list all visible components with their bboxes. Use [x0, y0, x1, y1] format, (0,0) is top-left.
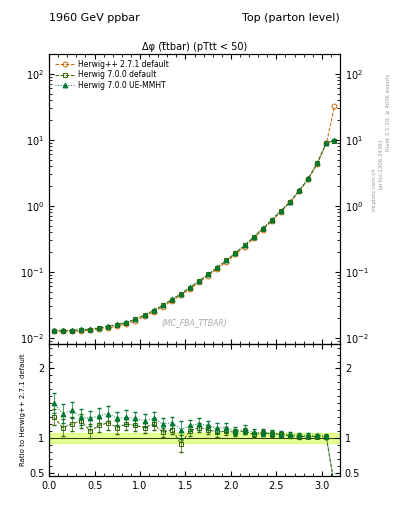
Text: mcplots.cern.ch: mcplots.cern.ch	[371, 167, 376, 211]
Text: Top (parton level): Top (parton level)	[242, 13, 340, 23]
Y-axis label: Ratio to Herwig++ 2.7.1 default: Ratio to Herwig++ 2.7.1 default	[20, 354, 26, 466]
Text: 1960 GeV ppbar: 1960 GeV ppbar	[49, 13, 140, 23]
Text: [arXiv:1306.3436]: [arXiv:1306.3436]	[378, 139, 383, 189]
Text: Rivet 3.1.10; ≥ 400k events: Rivet 3.1.10; ≥ 400k events	[386, 74, 391, 151]
Text: (MC_FBA_TTBAR): (MC_FBA_TTBAR)	[162, 318, 227, 327]
Bar	[49, 433, 340, 443]
Legend: Herwig++ 2.7.1 default, Herwig 7.0.0 default, Herwig 7.0.0 UE-MMHT: Herwig++ 2.7.1 default, Herwig 7.0.0 def…	[53, 57, 171, 92]
Title: Δφ (t̅tbar) (pTtt < 50): Δφ (t̅tbar) (pTtt < 50)	[142, 41, 247, 52]
